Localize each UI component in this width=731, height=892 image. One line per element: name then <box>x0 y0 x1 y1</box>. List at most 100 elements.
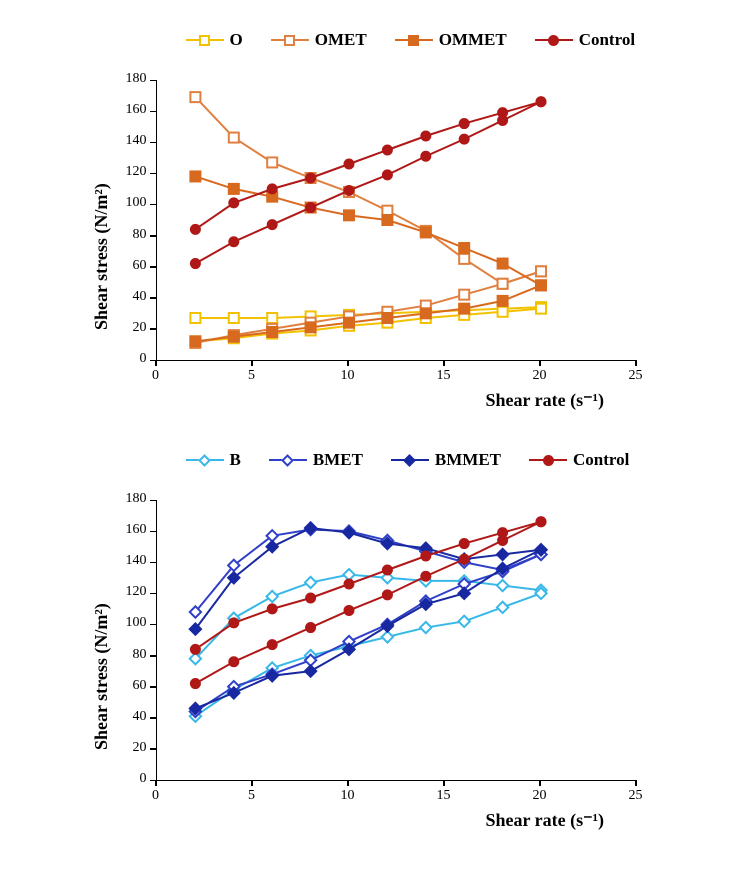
series-marker-BMMET_up <box>496 549 507 560</box>
y-tick-label: 140 <box>111 553 147 569</box>
series-line-Ctrl_down <box>195 102 541 264</box>
series-marker-B_up <box>266 591 277 602</box>
series-marker-OMET_up <box>228 133 238 143</box>
series-marker-OMMET_up <box>228 184 238 194</box>
legend-label: OMMET <box>439 30 507 50</box>
bottom-chart: BBMETBMMETControl05101520250204060801001… <box>46 440 686 830</box>
y-tick-label: 120 <box>111 164 147 180</box>
series-marker-OMMET_up <box>344 210 354 220</box>
y-axis-label: Shear stress (N/m²) <box>91 603 112 750</box>
series-marker-Ctrl_down <box>382 590 392 600</box>
series-marker-Ctrl_down <box>382 170 392 180</box>
series-marker-Ctrl_down <box>228 657 238 667</box>
series-marker-OMET_up <box>190 92 200 102</box>
legend-label: BMET <box>313 450 363 470</box>
y-tick-label: 100 <box>111 195 147 211</box>
x-tick-label: 25 <box>626 368 646 384</box>
y-tick-label: 180 <box>111 71 147 87</box>
y-tick-label: 140 <box>111 133 147 149</box>
series-line-BMMET_up <box>195 528 541 629</box>
y-tick-label: 160 <box>111 522 147 538</box>
y-tick-label: 100 <box>111 615 147 631</box>
x-tick-label: 20 <box>530 788 550 804</box>
legend-label: O <box>230 30 243 50</box>
series-marker-OMMET_down <box>459 304 469 314</box>
series-marker-Ctrl_up <box>190 644 200 654</box>
legend: O OMET OMMET Control <box>186 30 636 50</box>
legend-item-BMMET: BMMET <box>391 450 501 470</box>
top-chart: OOMETOMMETControl05101520250204060801001… <box>46 20 686 410</box>
x-tick-label: 15 <box>434 368 454 384</box>
series-line-OMET_up <box>195 97 541 284</box>
series-marker-Ctrl_down <box>459 134 469 144</box>
series-marker-OMMET_down <box>228 332 238 342</box>
series-marker-OMET_up <box>267 157 277 167</box>
legend-label: B <box>230 450 241 470</box>
legend-label: Control <box>579 30 635 50</box>
series-marker-Ctrl_up <box>420 131 430 141</box>
series-marker-B_up <box>304 577 315 588</box>
series-marker-Ctrl_up <box>344 579 354 589</box>
series-marker-Ctrl_down <box>420 571 430 581</box>
series-marker-B_down <box>458 616 469 627</box>
series-marker-Ctrl_up <box>305 593 315 603</box>
legend-item-OMET: OMET <box>271 30 367 50</box>
series-marker-Ctrl_down <box>536 517 546 527</box>
legend-label: BMMET <box>435 450 501 470</box>
y-tick-label: 80 <box>111 227 147 243</box>
series-marker-Ctrl_up <box>459 539 469 549</box>
series-marker-Ctrl_down <box>459 554 469 564</box>
series-line-BMMET_down <box>195 550 541 709</box>
series-marker-Ctrl_up <box>382 565 392 575</box>
series-line-Ctrl_down <box>195 522 541 684</box>
series-marker-Ctrl_down <box>267 220 277 230</box>
y-tick-label: 20 <box>111 320 147 336</box>
series-marker-O_up <box>190 313 200 323</box>
series-marker-B_down <box>420 622 431 633</box>
series-marker-Ctrl_down <box>228 237 238 247</box>
series-marker-Ctrl_up <box>228 198 238 208</box>
legend-item-B: B <box>186 450 241 470</box>
x-tick-label: 5 <box>242 368 262 384</box>
y-tick-label: 80 <box>111 647 147 663</box>
series-marker-Ctrl_down <box>305 623 315 633</box>
series-marker-OMMET_down <box>536 280 546 290</box>
series-marker-O_down <box>536 304 546 314</box>
series-marker-Ctrl_down <box>305 203 315 213</box>
y-tick-label: 40 <box>111 289 147 305</box>
series-marker-Ctrl_down <box>267 640 277 650</box>
series-marker-Ctrl_up <box>305 173 315 183</box>
legend-item-BMET: BMET <box>269 450 363 470</box>
series-marker-OMMET_down <box>305 322 315 332</box>
series-marker-B_down <box>496 602 507 613</box>
series-marker-OMMET_down <box>420 308 430 318</box>
series-marker-Ctrl_up <box>420 551 430 561</box>
x-tick-label: 25 <box>626 788 646 804</box>
series-marker-OMMET_down <box>344 318 354 328</box>
legend-label: Control <box>573 450 629 470</box>
legend-item-Control: Control <box>535 30 635 50</box>
y-tick-label: 0 <box>111 351 147 367</box>
y-tick-label: 120 <box>111 584 147 600</box>
legend-item-OMMET: OMMET <box>395 30 507 50</box>
plot-area <box>156 500 637 781</box>
legend: B BMET BMMET Control <box>186 450 630 470</box>
x-tick-label: 15 <box>434 788 454 804</box>
series-marker-Ctrl_down <box>497 535 507 545</box>
series-marker-Ctrl_down <box>344 185 354 195</box>
series-marker-Ctrl_up <box>344 159 354 169</box>
series-marker-Ctrl_up <box>190 224 200 234</box>
series-marker-OMMET_down <box>190 336 200 346</box>
series-marker-OMMET_up <box>459 243 469 253</box>
x-axis-label: Shear rate (s⁻¹) <box>486 390 605 411</box>
legend-label: OMET <box>315 30 367 50</box>
plot-area <box>156 80 637 361</box>
series-line-BMET_up <box>195 530 541 612</box>
series-marker-OMET_down <box>497 279 507 289</box>
series-marker-OMMET_down <box>267 327 277 337</box>
y-tick-label: 20 <box>111 740 147 756</box>
y-tick-label: 60 <box>111 678 147 694</box>
series-marker-OMET_down <box>459 290 469 300</box>
x-tick-label: 10 <box>338 368 358 384</box>
x-axis-label: Shear rate (s⁻¹) <box>486 810 605 831</box>
